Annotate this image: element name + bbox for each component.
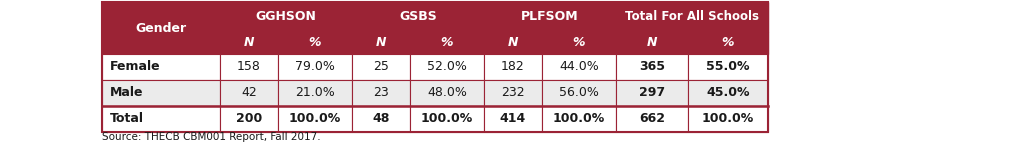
Text: PLFSOM: PLFSOM: [521, 10, 579, 24]
Text: 100.0%: 100.0%: [701, 112, 754, 126]
Text: GSBS: GSBS: [399, 10, 437, 24]
Bar: [484, 54, 542, 80]
Bar: [688, 80, 768, 106]
Text: 200: 200: [236, 112, 262, 126]
Bar: [484, 106, 542, 132]
Bar: [616, 32, 688, 54]
Text: 48.0%: 48.0%: [427, 86, 467, 100]
Text: 414: 414: [500, 112, 526, 126]
Text: 182: 182: [501, 60, 525, 74]
Bar: [410, 80, 484, 106]
Text: 79.0%: 79.0%: [295, 60, 335, 74]
Bar: [220, 32, 278, 54]
Text: 232: 232: [501, 86, 525, 100]
Bar: [542, 106, 616, 132]
Text: N: N: [244, 36, 254, 50]
Bar: [102, 54, 220, 80]
Text: %: %: [309, 36, 322, 50]
Bar: [616, 80, 688, 106]
Bar: [220, 106, 278, 132]
Bar: [352, 54, 410, 80]
Bar: [352, 32, 410, 54]
Text: 48: 48: [373, 112, 390, 126]
Text: 100.0%: 100.0%: [421, 112, 473, 126]
Text: %: %: [572, 36, 586, 50]
Bar: [410, 32, 484, 54]
Bar: [410, 106, 484, 132]
Text: 45.0%: 45.0%: [707, 86, 750, 100]
Bar: [484, 2, 616, 32]
Bar: [542, 32, 616, 54]
Text: N: N: [508, 36, 518, 50]
Text: Total: Total: [110, 112, 144, 126]
Text: N: N: [647, 36, 657, 50]
Bar: [278, 54, 352, 80]
Bar: [278, 106, 352, 132]
Bar: [102, 2, 220, 54]
Text: N: N: [376, 36, 386, 50]
Text: 44.0%: 44.0%: [559, 60, 599, 74]
Bar: [484, 32, 542, 54]
Text: 52.0%: 52.0%: [427, 60, 467, 74]
Bar: [278, 80, 352, 106]
Bar: [102, 80, 220, 106]
Bar: [102, 106, 220, 132]
Bar: [616, 2, 768, 32]
Bar: [688, 106, 768, 132]
Bar: [352, 80, 410, 106]
Text: Male: Male: [110, 86, 143, 100]
Text: 100.0%: 100.0%: [553, 112, 605, 126]
Text: Female: Female: [110, 60, 161, 74]
Text: %: %: [440, 36, 454, 50]
Bar: [220, 2, 352, 32]
Text: Gender: Gender: [135, 21, 186, 35]
Bar: [352, 106, 410, 132]
Bar: [484, 80, 542, 106]
Text: 662: 662: [639, 112, 665, 126]
Text: GGHSON: GGHSON: [256, 10, 316, 24]
Text: 25: 25: [373, 60, 389, 74]
Text: 158: 158: [238, 60, 261, 74]
Text: 42: 42: [241, 86, 257, 100]
Text: 56.0%: 56.0%: [559, 86, 599, 100]
Bar: [410, 54, 484, 80]
Text: 365: 365: [639, 60, 665, 74]
Bar: [352, 2, 484, 32]
Bar: [278, 32, 352, 54]
Bar: [220, 80, 278, 106]
Text: 23: 23: [373, 86, 389, 100]
Bar: [102, 2, 768, 132]
Text: 21.0%: 21.0%: [295, 86, 335, 100]
Text: 55.0%: 55.0%: [707, 60, 750, 74]
Text: 297: 297: [639, 86, 665, 100]
Text: 100.0%: 100.0%: [289, 112, 341, 126]
Text: Source: THECB CBM001 Report, Fall 2017.: Source: THECB CBM001 Report, Fall 2017.: [102, 132, 321, 142]
Bar: [688, 54, 768, 80]
Bar: [616, 54, 688, 80]
Text: %: %: [722, 36, 734, 50]
Bar: [688, 32, 768, 54]
Bar: [616, 106, 688, 132]
Bar: [542, 54, 616, 80]
Bar: [220, 54, 278, 80]
Bar: [542, 80, 616, 106]
Text: Total For All Schools: Total For All Schools: [625, 10, 759, 24]
